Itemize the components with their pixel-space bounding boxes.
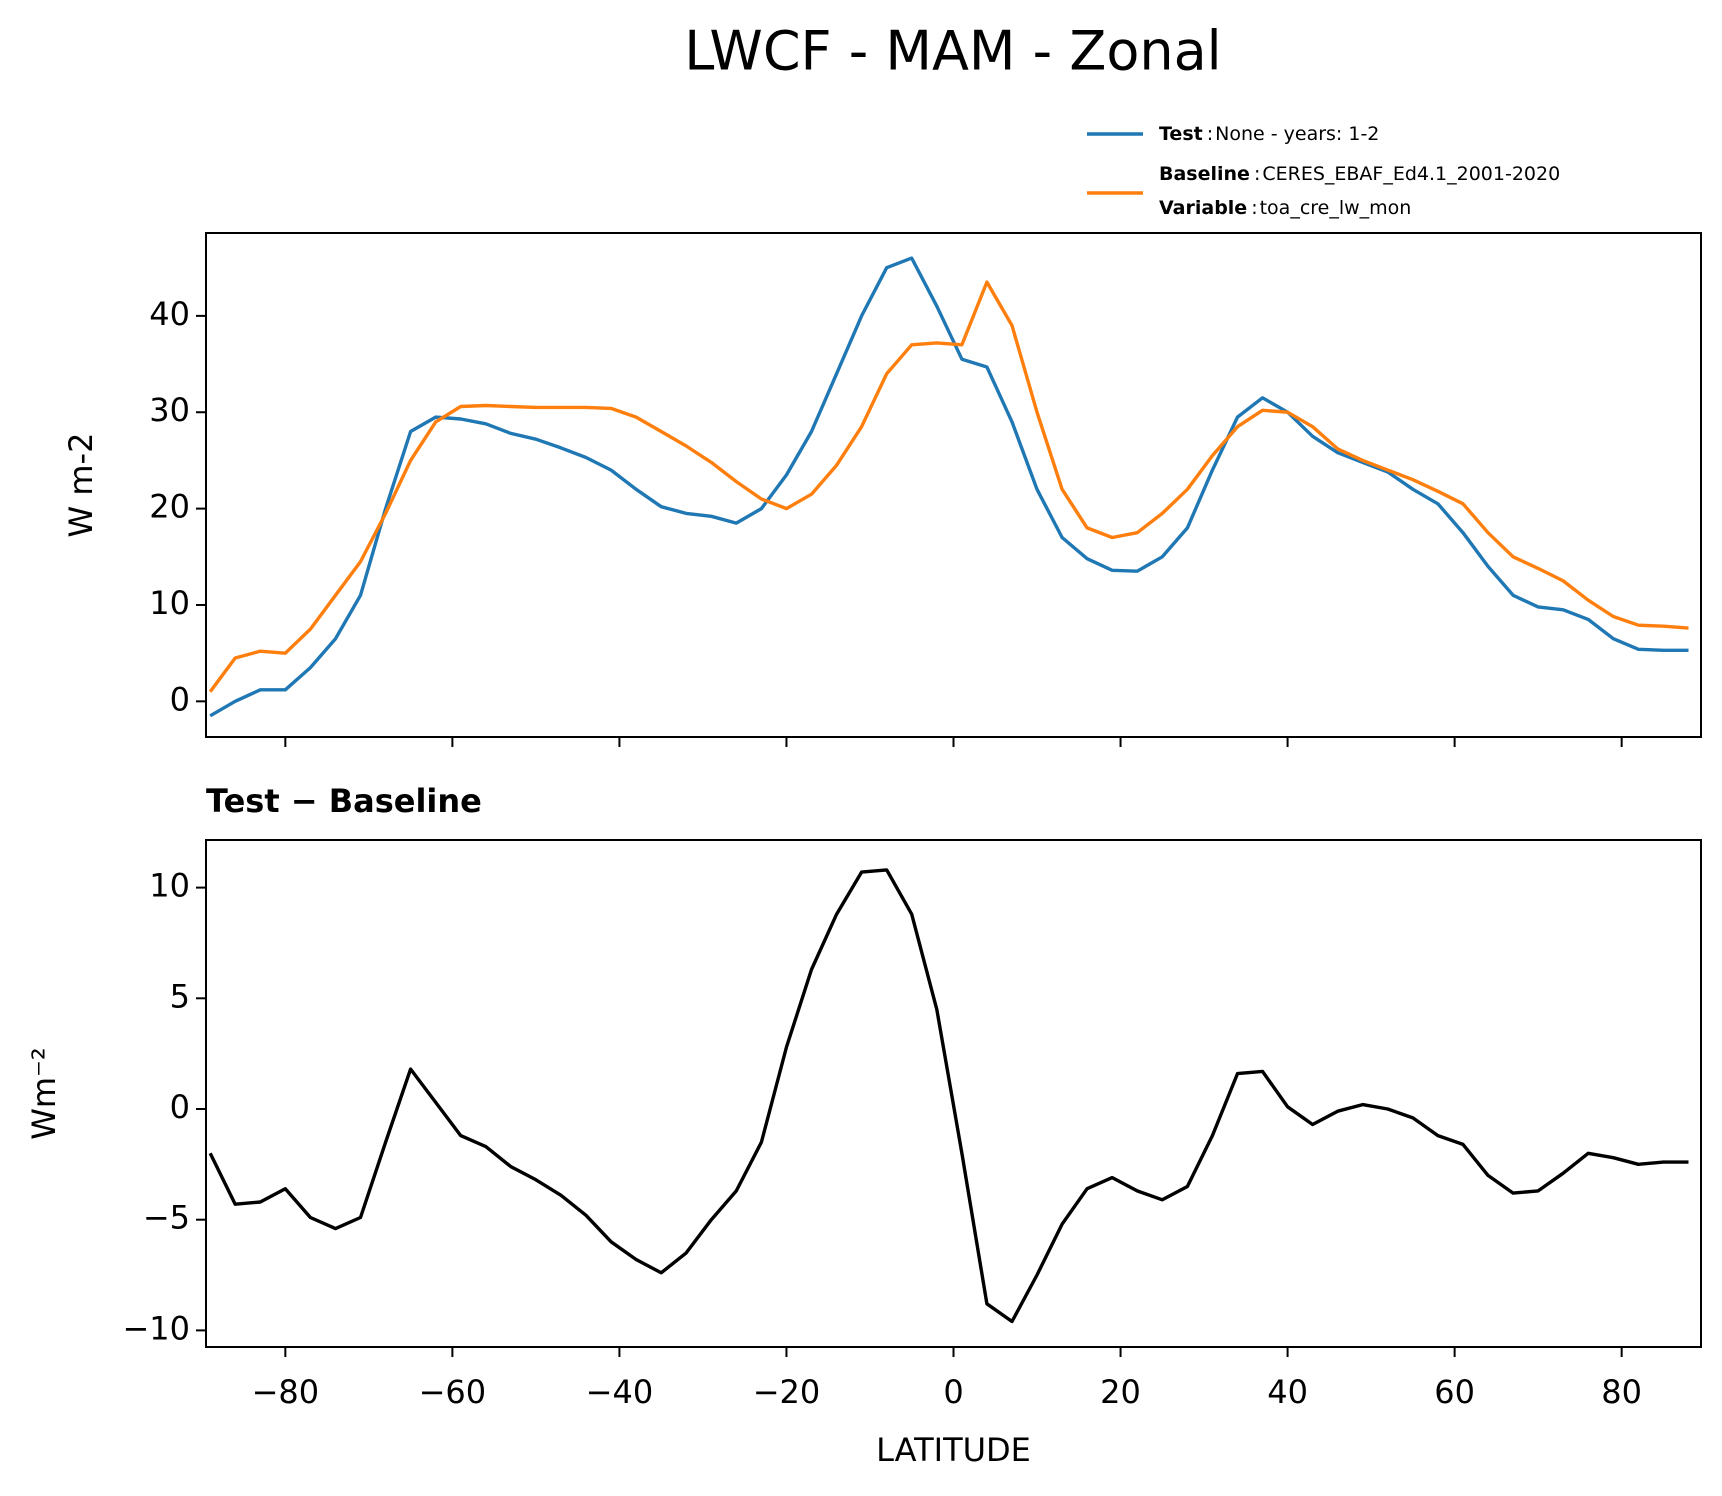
legend-separator: : — [1207, 123, 1213, 145]
y-tick-label: 0 — [170, 1088, 190, 1126]
y-tick-label: 0 — [170, 680, 190, 718]
legend-variable: Variable: toa_cre_lw_mon — [1159, 197, 1411, 219]
y-tick-label: 5 — [170, 977, 190, 1015]
difference-line — [208, 868, 1689, 1324]
y-tick-label: 30 — [149, 391, 190, 429]
x-tick-label: −80 — [252, 1373, 320, 1411]
legend-label: Baseline: CERES_EBAF_Ed4.1_2001-2020 — [1159, 163, 1560, 185]
legend-variable-name: Variable — [1159, 197, 1247, 219]
y-axis-label: Wm⁻² — [25, 1047, 63, 1140]
x-tick-label: 80 — [1601, 1373, 1642, 1411]
y-tick-label: −5 — [143, 1199, 190, 1237]
figure-title: LWCF - MAM - Zonal — [684, 20, 1221, 83]
subplot-title: Test − Baseline — [206, 782, 482, 820]
y-tick-label: 10 — [149, 584, 190, 622]
legend-description: CERES_EBAF_Ed4.1_2001-2020 — [1262, 163, 1560, 185]
x-tick-label: 0 — [943, 1373, 963, 1411]
legend-separator: : — [1254, 163, 1260, 185]
x-tick-label: −40 — [586, 1373, 654, 1411]
axes-frame — [205, 839, 1702, 1348]
series-line — [209, 256, 1689, 718]
y-tick-label: 10 — [149, 867, 190, 905]
x-tick-label: 20 — [1100, 1373, 1141, 1411]
legend-variable-value: toa_cre_lw_mon — [1260, 197, 1412, 219]
y-axis-label: W m-2 — [62, 433, 100, 538]
x-tick-label: 60 — [1434, 1373, 1475, 1411]
x-tick-label: −60 — [419, 1373, 487, 1411]
legend-name: Test — [1159, 123, 1203, 145]
y-tick-label: 40 — [149, 295, 190, 333]
legend-name: Baseline — [1159, 163, 1250, 185]
y-tick-label: −10 — [122, 1309, 190, 1347]
series-line — [208, 280, 1689, 693]
x-tick-label: −20 — [753, 1373, 821, 1411]
legend-label: Test: None - years: 1-2 — [1159, 123, 1379, 145]
x-axis-label: LATITUDE — [876, 1431, 1031, 1469]
x-tick-label: 40 — [1267, 1373, 1308, 1411]
axes-frame — [205, 232, 1702, 738]
legend-separator: : — [1251, 197, 1257, 219]
legend-description: None - years: 1-2 — [1215, 123, 1379, 145]
y-tick-label: 20 — [149, 488, 190, 526]
